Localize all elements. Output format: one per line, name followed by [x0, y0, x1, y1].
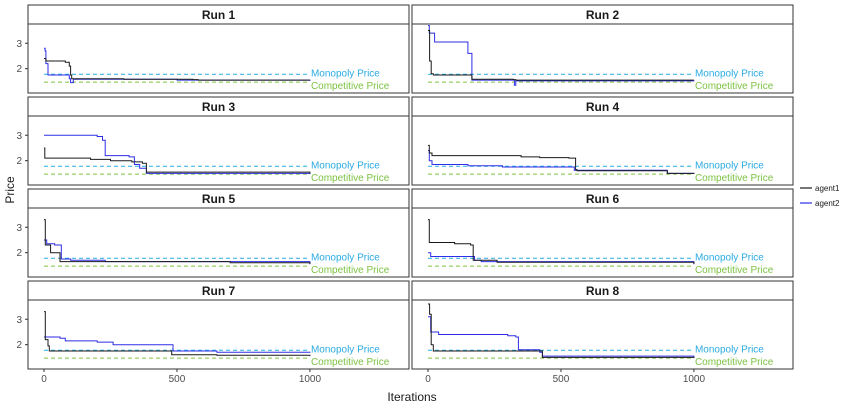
facet-panel-8: Run 8 0 500 1000 Monopoly Price Competitive P…	[411, 280, 794, 385]
agent2-line	[44, 336, 311, 353]
legend-label-agent2: agent2	[815, 199, 840, 208]
x-tick-label: 500	[553, 374, 570, 385]
facet-strip-title: Run 2	[586, 8, 620, 22]
agent1-line	[44, 147, 311, 174]
plot-area	[411, 207, 794, 278]
x-axis-title: Iterations	[387, 390, 436, 404]
y-tick-label: 2	[16, 64, 22, 75]
y-tick-label: 3	[16, 315, 22, 326]
x-tick-label: 500	[169, 374, 186, 385]
plot-area	[27, 207, 410, 278]
y-axis-title: Price	[3, 176, 17, 204]
facet-panel-6: Run 6 Monopoly Price Competitive Price	[411, 188, 794, 278]
plot-area	[27, 23, 410, 94]
agent2-line	[44, 134, 311, 175]
agent1-line	[428, 144, 695, 174]
agent2-line	[44, 239, 311, 265]
agent1-line	[428, 30, 694, 81]
facet-panel-4: Run 4 Monopoly Price Competitive Price	[411, 96, 794, 186]
facet-panel-3: Run 3 2 3 Monopoly Price Competitive Price	[16, 96, 410, 186]
facet-strip-title: Run 1	[202, 8, 236, 22]
monopoly-price-label: Monopoly Price	[311, 160, 380, 171]
competitive-price-label: Competitive Price	[695, 173, 774, 184]
competitive-price-label: Competitive Price	[311, 265, 390, 276]
agent1-line	[44, 58, 310, 81]
y-tick-label: 3	[16, 223, 22, 234]
facet-panel-1: Run 1 2 3 Monopoly Price Competitive Price	[16, 4, 410, 94]
competitive-price-label: Competitive Price	[311, 81, 390, 92]
facet-strip-title: Run 6	[586, 192, 620, 206]
facet-strip-title: Run 4	[586, 100, 620, 114]
competitive-price-label: Competitive Price	[311, 357, 390, 368]
agent2-line	[428, 25, 695, 86]
plot-area	[27, 115, 410, 186]
y-tick-label: 2	[16, 340, 22, 351]
agent2-line	[428, 252, 695, 265]
agent1-line	[44, 219, 311, 265]
facet-strip-title: Run 8	[586, 284, 620, 298]
monopoly-price-label: Monopoly Price	[311, 344, 380, 355]
legend-label-agent1: agent1	[815, 184, 840, 193]
facet-strip-title: Run 3	[202, 100, 236, 114]
facet-strip-title: Run 7	[202, 284, 236, 298]
monopoly-price-label: Monopoly Price	[695, 344, 764, 355]
x-tick-label: 1000	[299, 374, 322, 385]
y-tick-label: 2	[16, 156, 22, 167]
x-tick-label: 0	[425, 374, 431, 385]
y-tick-label: 2	[16, 248, 22, 259]
legend: agent1 agent2	[800, 184, 840, 208]
x-tick-label: 1000	[683, 374, 706, 385]
monopoly-price-label: Monopoly Price	[695, 252, 764, 263]
x-tick-label: 0	[41, 374, 47, 385]
agent2-line	[44, 47, 311, 84]
competitive-price-label: Competitive Price	[311, 173, 390, 184]
monopoly-price-label: Monopoly Price	[311, 252, 380, 263]
competitive-price-label: Competitive Price	[695, 265, 774, 276]
plot-area	[411, 299, 794, 370]
plot-area	[27, 299, 410, 370]
competitive-price-label: Competitive Price	[695, 357, 774, 368]
agent1-line	[428, 219, 695, 265]
y-tick-label: 3	[16, 39, 22, 50]
agent1-line	[44, 311, 311, 357]
facet-panel-2: Run 2 Monopoly Price Competitive Price	[411, 4, 794, 94]
monopoly-price-label: Monopoly Price	[311, 68, 380, 79]
monopoly-price-label: Monopoly Price	[695, 160, 764, 171]
facet-panel-7: Run 7 2 3 0 500 1000 Monopoly Price Competitive…	[16, 280, 410, 385]
facet-panel-5: Run 5 2 3 Monopoly Price Competitive Price	[16, 188, 410, 278]
plot-area	[411, 115, 794, 186]
competitive-price-label: Competitive Price	[695, 81, 774, 92]
plot-area	[411, 23, 794, 94]
y-tick-label: 3	[16, 131, 22, 142]
facet-strip-title: Run 5	[202, 192, 236, 206]
agent1-line	[428, 303, 695, 359]
monopoly-price-label: Monopoly Price	[695, 68, 764, 79]
